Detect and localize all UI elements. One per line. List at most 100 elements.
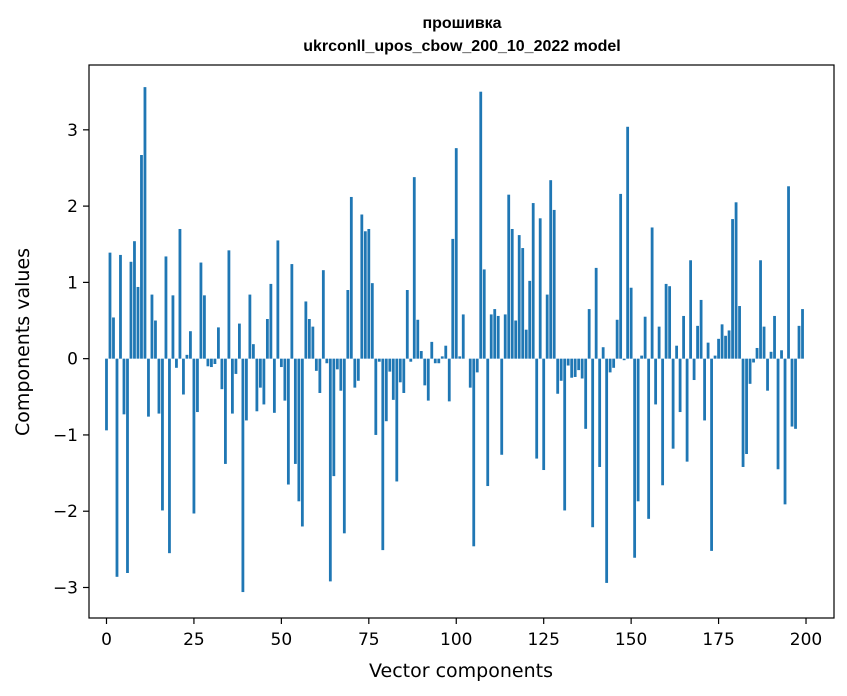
bar [510,228,514,359]
bar [587,309,591,359]
bar [773,315,776,359]
bar [738,306,741,359]
bar [692,358,696,381]
bar [213,358,217,364]
bar [381,358,385,551]
bar [402,358,406,393]
chart-subtitle: ukrconll_upos_cbow_200_10_2022 model [303,38,620,55]
bar [304,301,308,359]
y-axis-label: Components values [12,248,34,436]
bar [710,358,713,551]
bar [164,256,168,359]
bar [258,358,262,388]
bar [454,148,458,359]
bar [594,267,598,359]
bar [580,358,584,379]
bar [363,231,367,359]
bar [489,314,493,359]
bar [482,269,486,359]
bar [496,315,500,359]
bar [696,325,699,359]
bar [668,286,672,359]
bar [300,358,304,527]
bar [472,358,476,547]
bar [717,338,720,359]
bar [734,202,738,359]
bar [671,358,675,449]
bar [475,358,479,373]
bar [661,358,665,486]
bar [521,248,525,359]
bar [643,316,647,359]
y-tick-label: 1 [67,273,78,293]
bar [748,358,752,384]
bar [538,218,542,359]
bar [122,358,126,415]
bar [699,299,703,359]
y-tick-label: 3 [67,121,78,141]
bar [115,358,119,577]
bar [245,358,248,421]
bar [720,324,724,359]
bar [175,358,178,368]
bar [570,358,574,378]
x-tick-label: 150 [615,630,647,650]
bar [416,319,420,359]
bar [405,290,409,359]
bar [143,87,147,359]
bar [185,354,189,359]
x-tick-label: 125 [527,630,559,650]
bar [605,358,609,583]
bar [514,320,518,359]
bar [584,358,588,429]
bar [248,294,252,359]
bar [395,358,399,482]
bar [503,314,507,359]
bar [189,331,192,359]
bar [612,358,616,368]
bar [314,358,318,371]
x-tick-label: 175 [702,630,734,650]
bar [440,356,444,359]
bar [451,238,455,359]
bar [384,358,388,422]
bar [619,193,623,359]
bar [461,314,465,359]
bar [468,358,472,388]
bar [801,309,804,359]
bar [398,358,402,383]
bar [636,358,640,502]
bar [713,355,717,359]
bar [182,358,185,395]
bar [178,228,182,359]
bar [339,358,343,391]
x-tick-label: 100 [440,630,472,650]
bar [168,358,171,554]
bars-group [105,87,804,593]
x-tick-label: 25 [183,630,205,650]
bar [626,126,630,359]
bar [535,358,539,459]
bar [210,358,213,368]
bar [685,358,689,462]
bar [780,350,783,359]
bar [370,283,374,359]
bar [755,347,759,359]
bar [150,294,154,359]
bar [577,358,581,371]
bar [140,155,143,359]
bar [647,358,651,519]
bar [622,358,626,361]
x-axis-ticks: 0 25 50 75 100 125 150 175 200 [101,618,822,650]
bar [377,358,381,362]
bar [430,341,434,359]
bar [105,358,108,431]
bar [762,326,766,359]
bar [500,358,504,455]
bar [752,358,755,363]
bar [349,196,353,359]
bar [360,214,364,359]
bar [664,283,668,359]
